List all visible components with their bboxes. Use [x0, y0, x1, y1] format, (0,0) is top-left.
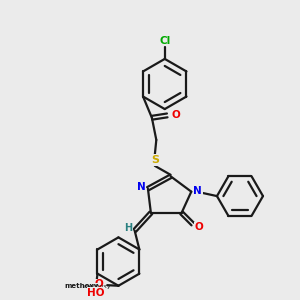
Text: O: O [172, 110, 180, 120]
Text: methoxy: methoxy [84, 284, 111, 289]
Text: methoxy: methoxy [64, 284, 99, 290]
Text: N: N [137, 182, 146, 192]
Text: H: H [124, 223, 132, 233]
Text: O: O [95, 279, 103, 289]
Text: Cl: Cl [159, 36, 170, 46]
Text: N: N [194, 186, 202, 196]
Text: HO: HO [87, 288, 105, 298]
Text: O: O [195, 222, 204, 232]
Text: S: S [151, 155, 159, 165]
